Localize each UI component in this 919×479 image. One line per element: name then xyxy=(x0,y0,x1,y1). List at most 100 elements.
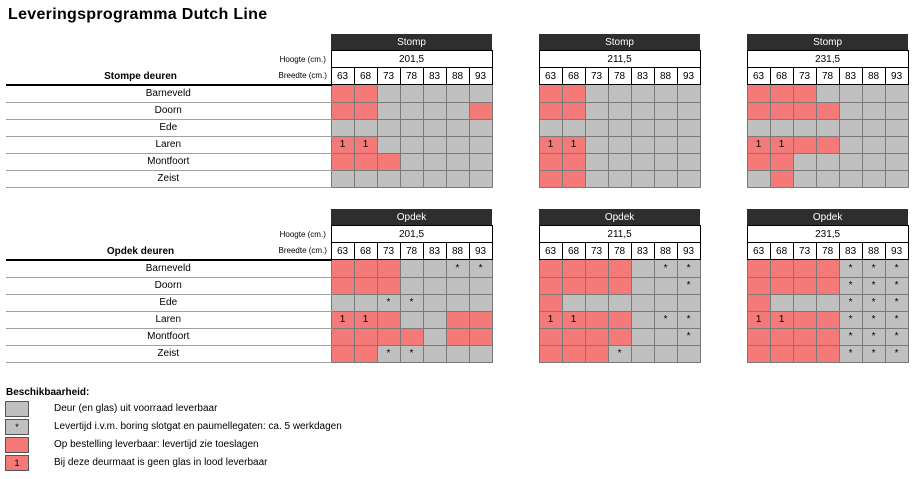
legend-swatch xyxy=(5,401,29,417)
width-value: 88 xyxy=(445,67,470,85)
availability-cell xyxy=(653,135,678,154)
availability-cell xyxy=(538,169,563,188)
availability-cell: * xyxy=(838,276,863,295)
availability-cell xyxy=(676,152,701,171)
width-value: 83 xyxy=(422,67,447,85)
availability-cell xyxy=(468,276,493,295)
width-value: 93 xyxy=(468,67,493,85)
availability-cell xyxy=(584,118,609,137)
hoogte-label: Hoogte (cm.) xyxy=(279,229,326,239)
availability-cell xyxy=(376,152,401,171)
availability-cell xyxy=(561,118,586,137)
availability-cell xyxy=(422,276,447,295)
availability-cell xyxy=(376,118,401,137)
availability-cell xyxy=(445,293,470,312)
availability-cell xyxy=(468,169,493,188)
availability-cell xyxy=(538,84,563,103)
width-value: 63 xyxy=(746,242,771,260)
availability-cell xyxy=(676,293,701,312)
availability-cell xyxy=(422,327,447,346)
availability-cell xyxy=(468,327,493,346)
availability-cell: 1 xyxy=(561,310,586,329)
availability-cell: * xyxy=(445,259,470,278)
availability-cell: 1 xyxy=(353,135,378,154)
availability-cell: * xyxy=(676,259,701,278)
availability-cell xyxy=(561,84,586,103)
availability-cell: 1 xyxy=(538,310,563,329)
width-value: 73 xyxy=(792,242,817,260)
availability-cell xyxy=(399,276,424,295)
availability-cell xyxy=(815,84,840,103)
availability-cell xyxy=(607,152,632,171)
availability-cell xyxy=(445,152,470,171)
availability-cell xyxy=(792,259,817,278)
availability-cell xyxy=(538,101,563,120)
hoogte-label: Hoogte (cm.) xyxy=(279,54,326,64)
availability-cell xyxy=(792,101,817,120)
availability-cell: * xyxy=(861,276,886,295)
gap xyxy=(700,294,747,311)
availability-cell xyxy=(330,101,355,120)
gap xyxy=(700,51,747,68)
availability-cell xyxy=(792,152,817,171)
availability-cell xyxy=(815,276,840,295)
width-value: 88 xyxy=(861,67,886,85)
availability-cell xyxy=(399,310,424,329)
width-value: 68 xyxy=(561,242,586,260)
gap xyxy=(700,102,747,119)
availability-cell xyxy=(445,169,470,188)
availability-cell xyxy=(422,152,447,171)
width-value: 63 xyxy=(330,242,355,260)
availability-cell xyxy=(399,84,424,103)
width-value: 63 xyxy=(330,67,355,85)
availability-cell xyxy=(538,327,563,346)
availability-cell xyxy=(445,101,470,120)
availability-cell xyxy=(792,135,817,154)
availability-cell xyxy=(630,310,655,329)
availability-cell: * xyxy=(399,344,424,363)
legend-text: Levertijd i.v.m. boring slotgat en paume… xyxy=(54,421,342,432)
door-type-header: Opdek xyxy=(747,209,909,226)
availability-cell xyxy=(468,293,493,312)
section-title-text: Stompe deuren xyxy=(104,71,177,82)
width-value: 68 xyxy=(353,67,378,85)
spacer xyxy=(6,34,275,51)
availability-cell: * xyxy=(884,310,909,329)
availability-cell xyxy=(468,310,493,329)
availability-cell xyxy=(746,344,771,363)
table-row: Montfoort xyxy=(6,152,909,171)
door-type-header: Opdek xyxy=(539,209,701,226)
gap xyxy=(492,170,539,187)
availability-cell xyxy=(884,84,909,103)
availability-cell xyxy=(561,101,586,120)
availability-cell xyxy=(746,84,771,103)
gap xyxy=(492,68,539,85)
availability-cell xyxy=(815,293,840,312)
availability-cell xyxy=(630,344,655,363)
availability-cell xyxy=(746,259,771,278)
availability-cell: * xyxy=(861,327,886,346)
availability-cell: * xyxy=(838,259,863,278)
availability-cell xyxy=(422,101,447,120)
availability-cell: * xyxy=(884,327,909,346)
availability-cell xyxy=(653,169,678,188)
availability-cell xyxy=(353,84,378,103)
availability-cell xyxy=(376,327,401,346)
location-name: Barneveld xyxy=(6,84,331,103)
availability-cell xyxy=(884,169,909,188)
location-name: Montfoort xyxy=(6,328,331,346)
availability-cell xyxy=(861,118,886,137)
legend-swatch: * xyxy=(5,419,29,435)
availability-cell xyxy=(676,84,701,103)
availability-cell: * xyxy=(884,344,909,363)
availability-cell xyxy=(584,327,609,346)
location-name: Laren xyxy=(6,136,331,154)
availability-cell xyxy=(584,135,609,154)
width-value: 93 xyxy=(676,67,701,85)
availability-cell xyxy=(607,169,632,188)
availability-cell xyxy=(353,344,378,363)
availability-cell: 1 xyxy=(561,135,586,154)
availability-cell xyxy=(330,152,355,171)
gap xyxy=(492,85,539,103)
availability-cell xyxy=(746,293,771,312)
